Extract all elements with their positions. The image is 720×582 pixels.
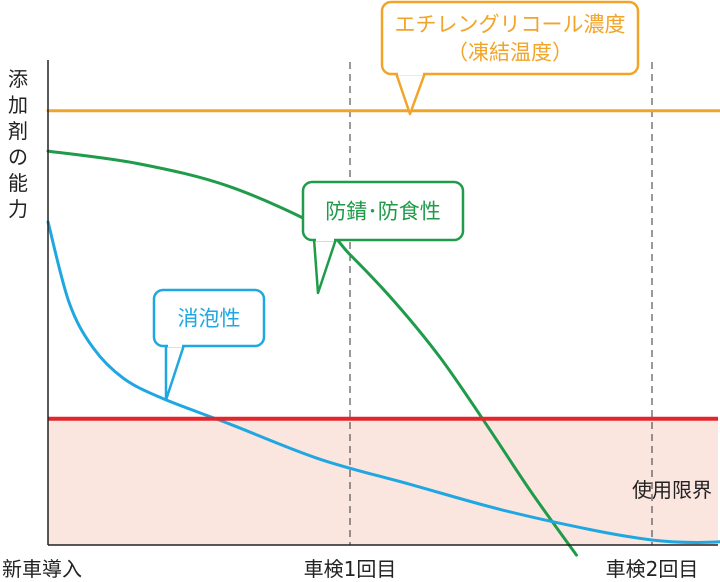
callout-join-2 (168, 343, 182, 347)
series-line-2 (46, 220, 720, 544)
x-tick-label-0: 新車導入 (2, 557, 82, 581)
axes (47, 60, 718, 546)
limit-label: 使用限界 (632, 478, 712, 502)
callout-1: 防錆･防食性 (301, 180, 465, 295)
callout-box-2 (152, 288, 266, 348)
limit-region (48, 418, 718, 545)
callout-tail-0 (394, 72, 427, 116)
x-tick-label-1: 車検1回目 (304, 557, 397, 581)
callout-join-0 (398, 71, 423, 75)
y-axis-label: 添加剤の能力 (8, 67, 28, 221)
callout-text-1-0: 防錆･防食性 (325, 200, 441, 224)
callout-tail-2 (164, 344, 186, 402)
callout-text-0-0: エチレングリコール濃度 (395, 13, 626, 37)
callout-text-0-1: （凍結温度） (447, 41, 573, 65)
callout-box-0 (380, 0, 640, 76)
callout-0: エチレングリコール濃度 （凍結温度） (380, 0, 640, 116)
inspection-markers (349, 62, 653, 545)
series-layer (46, 109, 720, 557)
series-line-1 (46, 149, 578, 557)
callout-text-2-0: 消泡性 (178, 307, 241, 331)
callout-join-1 (316, 237, 334, 241)
x-tick-label-2: 車検2回目 (606, 557, 699, 581)
callout-box-1 (301, 180, 465, 242)
callout-tail-1 (312, 238, 338, 295)
callout-2: 消泡性 (152, 288, 266, 402)
